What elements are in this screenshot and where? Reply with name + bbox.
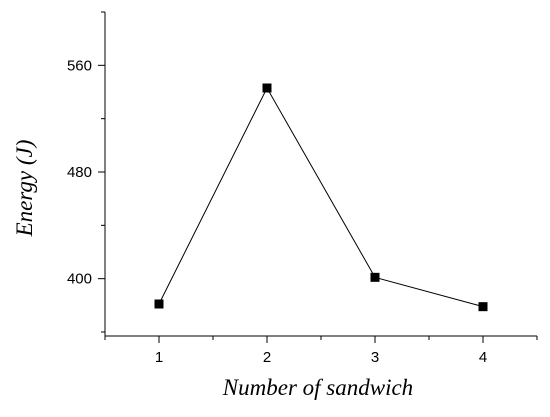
series-line [158,86,484,308]
x-tick-label: 3 [371,349,379,366]
x-ticks: 1 2 3 4 [104,336,538,366]
data-point [262,83,272,93]
y-tick-label: 560 [67,57,92,74]
x-tick-label: 2 [263,349,271,366]
x-tick-label: 1 [155,349,163,366]
x-axis-title: Number of sandwich [222,375,413,400]
y-ticks: 400 480 560 [67,11,105,333]
y-tick-label: 400 [67,271,92,288]
y-axis-title: Energy (J) [12,140,37,238]
data-point [154,299,164,309]
y-tick-label: 480 [67,164,92,181]
plot-area: 400 480 560 1 2 3 4 [67,11,538,366]
data-point [478,302,488,312]
x-tick-label: 4 [479,349,487,366]
series-group [154,83,488,312]
data-point [370,272,380,282]
